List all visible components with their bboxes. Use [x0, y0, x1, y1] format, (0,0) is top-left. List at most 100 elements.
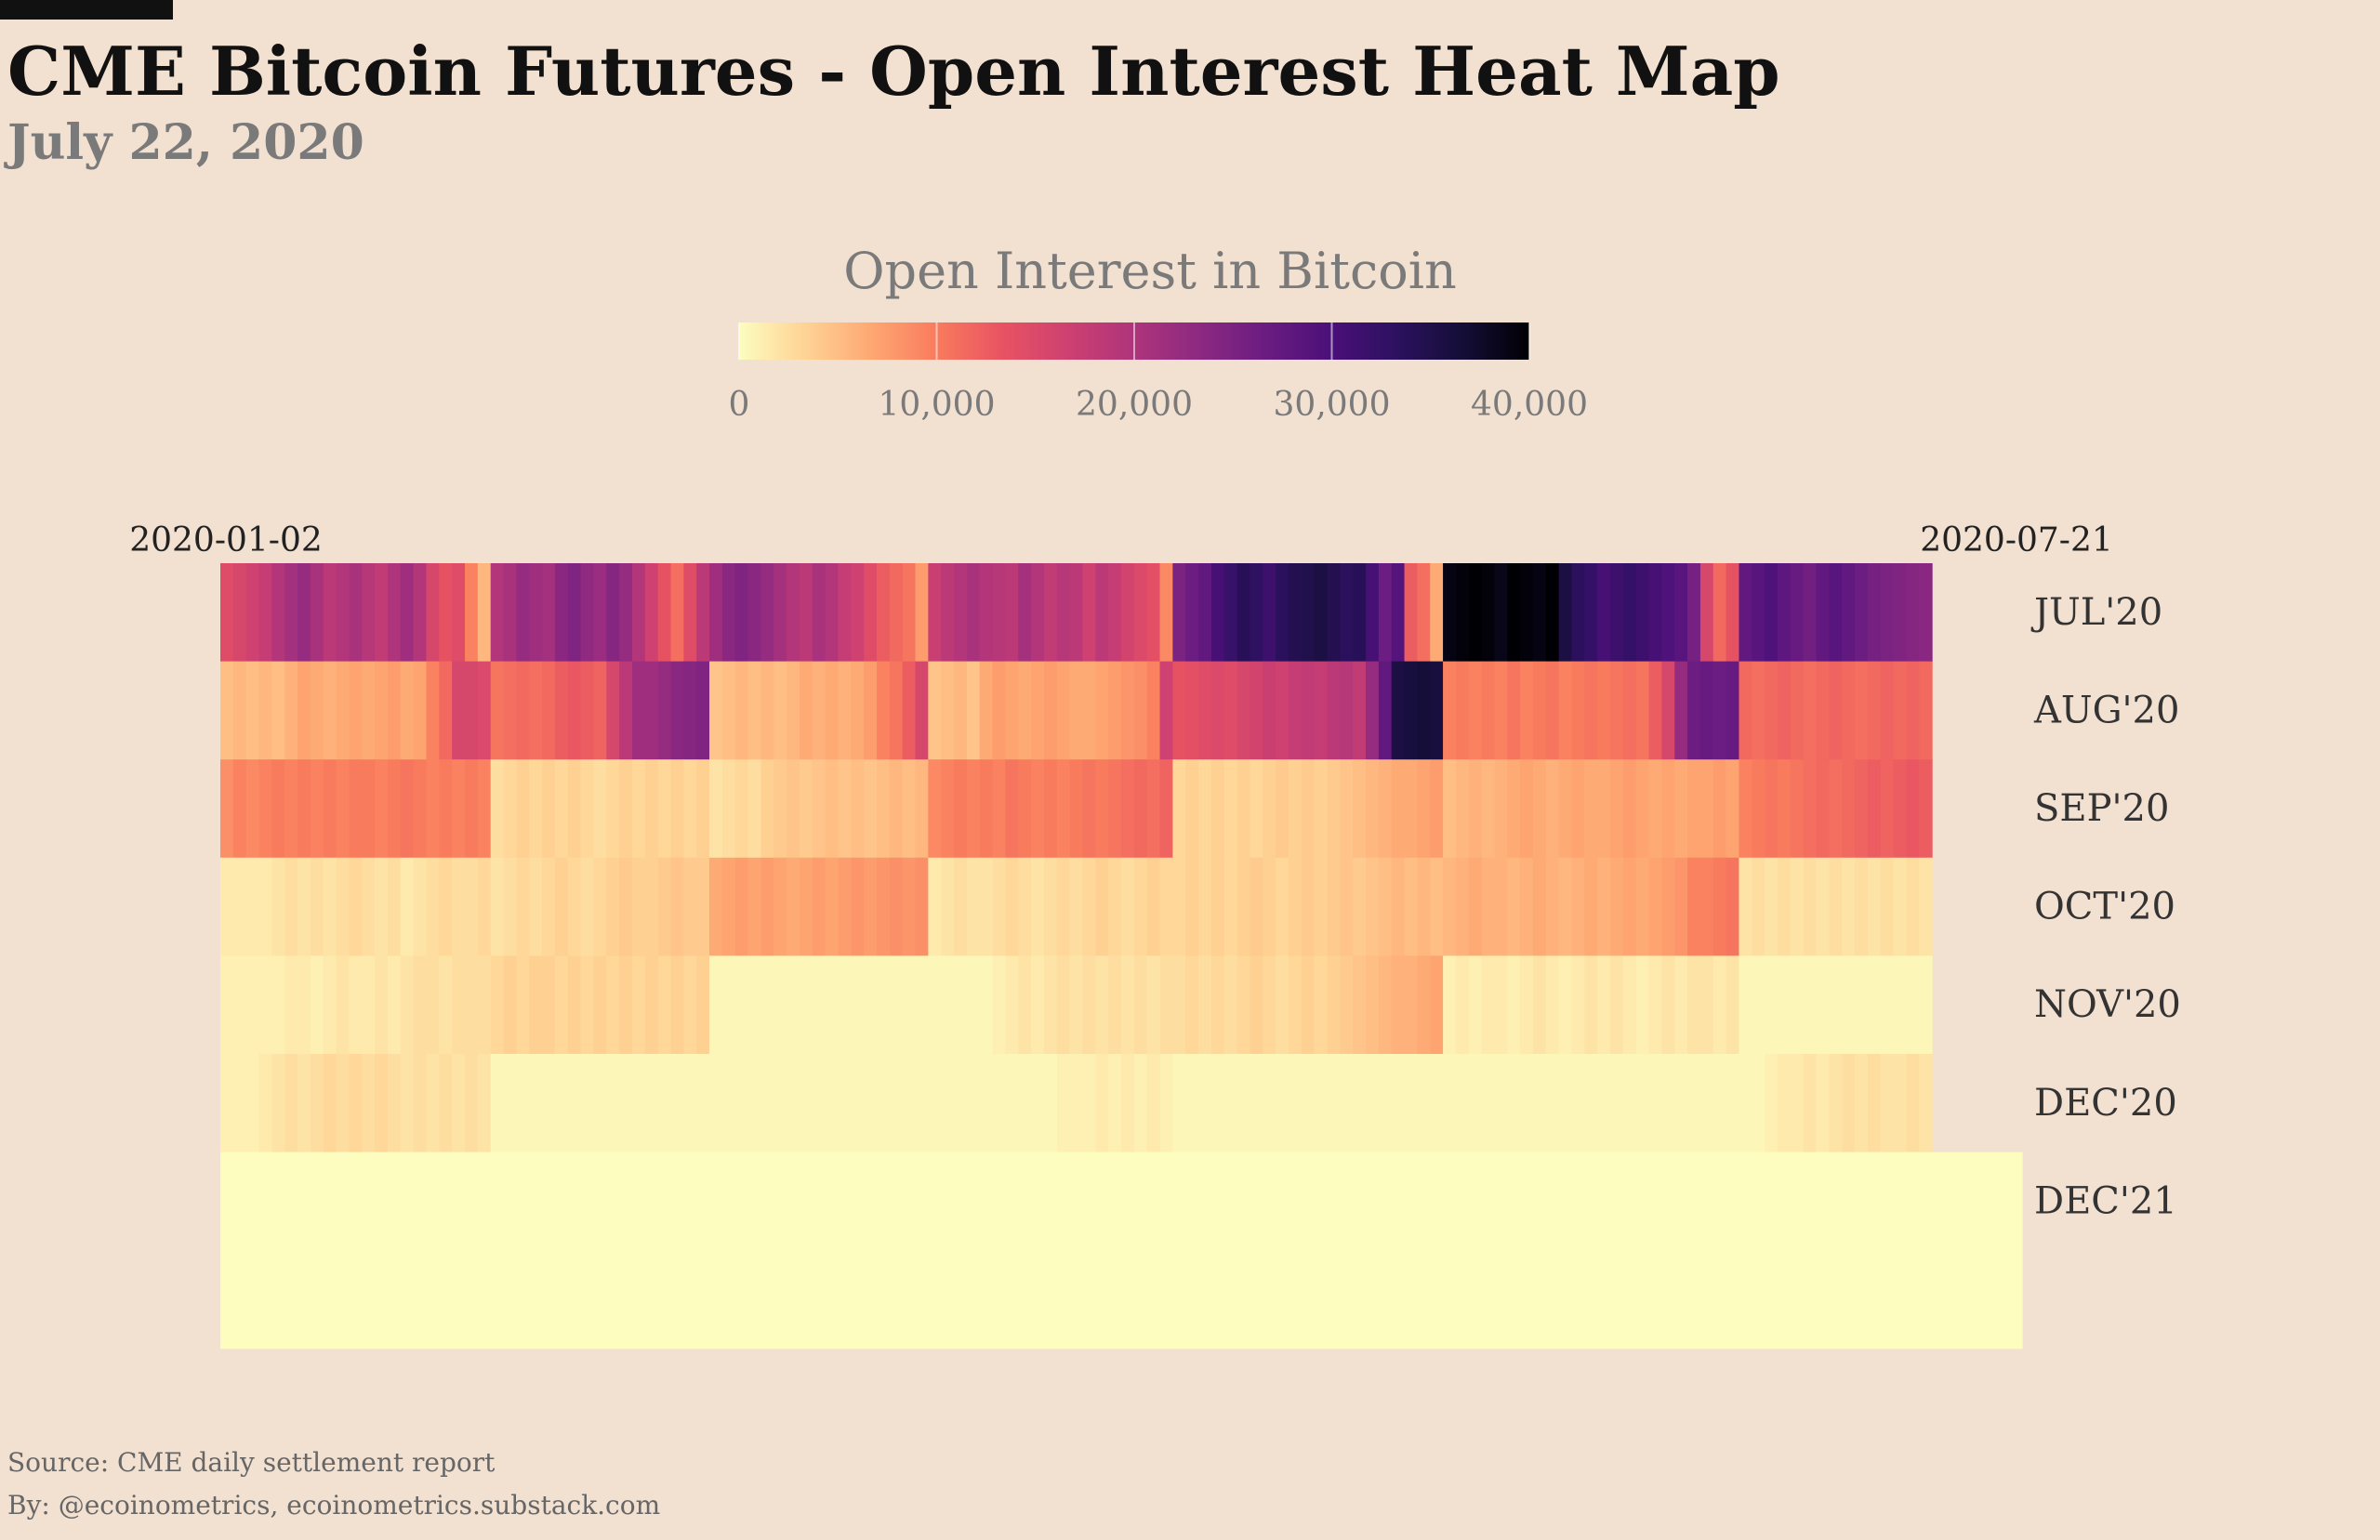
heatmap-cell — [889, 1054, 904, 1153]
heatmap-cell — [864, 1152, 878, 1251]
heatmap-cell — [1739, 1250, 1752, 1349]
heatmap-cell — [542, 1250, 556, 1349]
heatmap-cell — [619, 759, 633, 859]
heatmap-cell — [876, 955, 891, 1055]
heatmap-cell — [1996, 1152, 2010, 1251]
heatmap-cell — [323, 1250, 337, 1349]
heatmap-cell — [387, 1054, 402, 1153]
heatmap-cell — [271, 1152, 285, 1251]
heatmap-cell — [760, 563, 774, 663]
heatmap-cell — [1893, 955, 1908, 1055]
heatmap-cell — [1880, 955, 1895, 1055]
heatmap-cell — [1301, 955, 1316, 1055]
heatmap-cell — [1417, 1250, 1431, 1349]
heatmap-cell — [1699, 857, 1714, 956]
heatmap-cell — [542, 661, 556, 760]
heatmap-cell — [284, 661, 298, 760]
heatmap-cell — [734, 1250, 749, 1349]
heatmap-cell — [298, 1250, 311, 1349]
heatmap-cell — [619, 1054, 633, 1153]
heatmap-cell — [1648, 759, 1662, 859]
heatmap-cell — [542, 563, 556, 663]
heatmap-cell — [1880, 1054, 1895, 1153]
heatmap-cell — [387, 563, 402, 663]
heatmap-cell — [1622, 1054, 1637, 1153]
heatmap-cell — [760, 1250, 774, 1349]
heatmap-cell — [657, 857, 672, 956]
heatmap-cell — [1687, 661, 1701, 760]
heatmap-cell — [400, 955, 415, 1055]
heatmap-cell — [1687, 857, 1701, 956]
heatmap-cell — [1455, 661, 1470, 760]
heatmap-cell — [1712, 661, 1727, 760]
heatmap-cell — [657, 759, 672, 859]
heatmap-cell — [362, 1250, 376, 1349]
heatmap-cell — [631, 1152, 646, 1251]
heatmap-cell — [1095, 563, 1109, 663]
heatmap-cell — [580, 661, 595, 760]
heatmap-cell — [245, 857, 260, 956]
heatmap-cell — [1314, 955, 1329, 1055]
heatmap-cell — [1236, 1054, 1251, 1153]
heatmap-cell — [1366, 563, 1380, 663]
heatmap-cell — [1378, 857, 1393, 956]
heatmap-cell — [490, 955, 505, 1055]
heatmap-cell — [1712, 1250, 1727, 1349]
heatmap-cell — [1584, 955, 1598, 1055]
heatmap-cell — [516, 1054, 530, 1153]
heatmap-cell — [1558, 759, 1573, 859]
heatmap-cell — [1803, 857, 1818, 956]
heatmap-cell — [644, 1250, 659, 1349]
heatmap-cell — [979, 563, 994, 663]
heatmap-cell — [606, 955, 620, 1055]
heatmap-cell — [1172, 563, 1186, 663]
heatmap-cell — [1855, 1054, 1869, 1153]
heatmap-cell — [516, 857, 530, 956]
heatmap-cell — [400, 759, 415, 859]
heatmap-cell — [606, 759, 620, 859]
heatmap-cell — [1366, 857, 1380, 956]
heatmap-cell — [1378, 759, 1393, 859]
heatmap-cell — [1108, 857, 1122, 956]
heatmap-cell — [1198, 563, 1212, 663]
heatmap-cell — [1340, 955, 1354, 1055]
heatmap-cell — [941, 857, 955, 956]
heatmap-cell — [593, 1250, 607, 1349]
heatmap-cell — [721, 857, 736, 956]
heatmap-cell — [1056, 759, 1071, 859]
heatmap-cell — [1803, 1250, 1818, 1349]
heatmap-cell — [1031, 1152, 1045, 1251]
heatmap-cell — [490, 759, 505, 859]
heatmap-cell — [1327, 563, 1341, 663]
heatmap-cell — [298, 563, 311, 663]
heatmap-cell — [284, 563, 298, 663]
heatmap-cell — [1765, 1054, 1778, 1153]
heatmap-cell — [1198, 661, 1212, 760]
heatmap-cell — [1790, 1152, 1805, 1251]
heatmap-cell — [657, 661, 672, 760]
heatmap-cell — [851, 1250, 865, 1349]
heatmap-cell — [1018, 1054, 1032, 1153]
heatmap-cell — [928, 1250, 942, 1349]
heatmap-cell — [362, 661, 376, 760]
heatmap-cell — [1056, 857, 1071, 956]
heatmap-cell — [1687, 563, 1701, 663]
heatmap-cell — [889, 1250, 904, 1349]
heatmap-cell — [1712, 955, 1727, 1055]
heatmap-cell — [387, 955, 402, 1055]
heatmap-cell — [1571, 661, 1585, 760]
heatmap-cell — [375, 955, 389, 1055]
heatmap-cell — [400, 857, 415, 956]
heatmap-cell — [554, 955, 569, 1055]
heatmap-cell — [323, 759, 337, 859]
heatmap-cell — [1353, 1250, 1367, 1349]
heatmap-cell — [1648, 1054, 1662, 1153]
heatmap-cell — [644, 955, 659, 1055]
heatmap-cell — [1932, 1250, 1946, 1349]
heatmap-cell — [245, 1054, 260, 1153]
heatmap-cell — [709, 563, 723, 663]
heatmap-cell — [1893, 1250, 1908, 1349]
heatmap-cell — [1635, 759, 1650, 859]
heatmap-cell — [1005, 563, 1019, 663]
heatmap-cell — [1622, 1250, 1637, 1349]
